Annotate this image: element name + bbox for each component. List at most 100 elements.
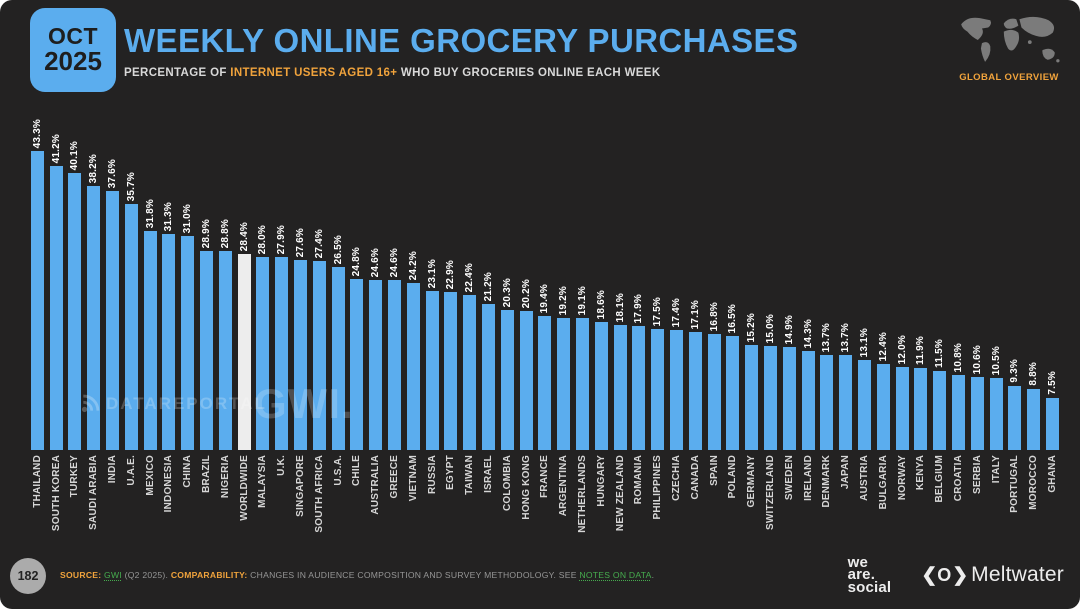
bar: [839, 355, 853, 450]
bar-value-label: 7.5%: [1046, 371, 1058, 395]
bar-value-label: 15.2%: [746, 312, 758, 342]
bar-value-label: 31.3%: [163, 201, 175, 231]
bar-value-label: 22.4%: [464, 262, 476, 292]
bar-value-label: 11.9%: [915, 336, 927, 365]
badge-month: OCT: [47, 22, 99, 49]
bar: [594, 322, 608, 450]
bar-column: 12.0% NORWAY: [893, 120, 912, 555]
bar: [312, 261, 326, 450]
bar: [745, 345, 759, 450]
bar-country-label: CANADA: [689, 455, 701, 500]
bar-value-label: 43.3%: [31, 118, 43, 148]
bar-country-label: GHANA: [1046, 455, 1058, 493]
bar-country-label: PORTUGAL: [1009, 455, 1021, 513]
bar-country-label: MEXICO: [144, 455, 156, 496]
subtitle: PERCENTAGE OF INTERNET USERS AGED 16+ WH…: [124, 67, 798, 79]
bar-country-label: BELGIUM: [934, 455, 946, 503]
meltwater-logo-text: Meltwater: [971, 563, 1064, 587]
bar-column: 10.6% SERBIA: [968, 120, 987, 555]
bar-value-label: 19.2%: [558, 285, 570, 315]
bar: [181, 236, 195, 450]
bar: [876, 364, 890, 450]
bar-country-label: GERMANY: [746, 455, 758, 508]
bar-value-label: 16.8%: [708, 301, 720, 331]
bar-country-label: HONG KONG: [520, 455, 532, 520]
bar-value-label: 27.9%: [276, 224, 288, 254]
comparability-label: COMPARABILITY:: [170, 570, 248, 580]
bar-value-label: 28.4%: [238, 221, 250, 251]
bar-column: 24.2% VIETNAM: [404, 120, 423, 555]
bar-column: 15.2% GERMANY: [742, 120, 761, 555]
bar-value-label: 31.0%: [182, 203, 194, 233]
bar: [256, 257, 270, 450]
bar: [576, 318, 589, 450]
bar-value-label: 18.1%: [614, 292, 626, 322]
bar: [237, 254, 251, 450]
bar-column: 28.8% NIGERIA: [216, 120, 235, 555]
bar-country-label: SWITZERLAND: [764, 455, 776, 530]
bar-country-label: SERBIA: [971, 455, 983, 494]
meltwater-eye-icon: ❮: [921, 564, 937, 586]
bar-country-label: ISRAEL: [483, 455, 495, 493]
bar-country-label: EGYPT: [445, 455, 457, 490]
bar-country-label: MALAYSIA: [257, 455, 269, 508]
we-are-social-line2: are.: [847, 566, 876, 583]
bar-value-label: 27.6%: [295, 227, 307, 257]
bar-value-label: 12.4%: [877, 331, 889, 361]
signal-icon: [81, 394, 100, 413]
bar-column: 19.1% NETHERLANDS: [573, 120, 592, 555]
bar-country-label: SOUTH KOREA: [50, 455, 62, 532]
bar-value-label: 40.1%: [69, 140, 81, 170]
bar: [970, 377, 984, 450]
bar-column: 13.1% AUSTRIA: [855, 120, 874, 555]
source-link-gwi[interactable]: GWI: [104, 570, 122, 580]
bar-value-label: 8.8%: [1028, 362, 1040, 386]
bar-country-label: SWEDEN: [783, 455, 795, 501]
bar-value-label: 16.5%: [727, 303, 739, 333]
bar-column: 8.8% MOROCCO: [1024, 120, 1043, 555]
bar-country-label: KENYA: [915, 455, 927, 491]
bar-value-label: 10.8%: [952, 342, 964, 372]
bar-value-label: 14.3%: [802, 318, 814, 348]
bar: [538, 316, 552, 450]
datareportal-watermark-text: DATAREPORTAL: [106, 394, 267, 413]
meltwater-logo: ❮ O ❯ Meltwater: [921, 563, 1064, 587]
bar-column: 28.0% MALAYSIA: [254, 120, 273, 555]
bar-column: 24.6% GREECE: [385, 120, 404, 555]
bar-column: 38.2% SAUDI ARABIA: [84, 120, 103, 555]
bar-country-label: ROMANIA: [633, 455, 645, 505]
bar-value-label: 14.9%: [783, 314, 795, 344]
bar-column: 35.7% U.A.E.: [122, 120, 141, 555]
bar-value-label: 28.9%: [201, 218, 213, 248]
bar: [933, 371, 947, 450]
bar-column: 19.2% ARGENTINA: [554, 120, 573, 555]
bar: [557, 318, 571, 450]
bar-column: 15.0% SWITZERLAND: [761, 120, 780, 555]
bar: [294, 260, 308, 450]
bar-column: 13.7% JAPAN: [836, 120, 855, 555]
bar-value-label: 24.8%: [351, 246, 363, 276]
title-block: WEEKLY ONLINE GROCERY PURCHASES PERCENTA…: [124, 22, 798, 79]
bar: [1027, 389, 1041, 450]
bar-country-label: SPAIN: [708, 455, 720, 486]
badge-year: 2025: [44, 46, 102, 77]
notes-on-data-link[interactable]: NOTES ON DATA: [579, 570, 652, 580]
bar-column: 22.9% EGYPT: [442, 120, 461, 555]
bar: [989, 378, 1003, 450]
bar-country-label: ARGENTINA: [558, 455, 570, 517]
bar-country-label: U.K.: [276, 455, 288, 476]
bar: [30, 151, 44, 450]
bar-country-label: NIGERIA: [219, 455, 231, 499]
bar: [1008, 386, 1022, 450]
bar-column: 9.3% PORTUGAL: [1005, 120, 1024, 555]
bar: [613, 325, 627, 450]
bar-value-label: 23.1%: [426, 258, 438, 288]
bar-country-label: CROATIA: [952, 455, 964, 502]
bar-value-label: 12.0%: [896, 334, 908, 364]
bar-country-label: POLAND: [727, 455, 739, 499]
source-detail: (Q2 2025).: [121, 570, 171, 580]
bar: [444, 292, 458, 450]
bar-country-label: TAIWAN: [464, 455, 476, 495]
bar-column: 21.2% ISRAEL: [479, 120, 498, 555]
